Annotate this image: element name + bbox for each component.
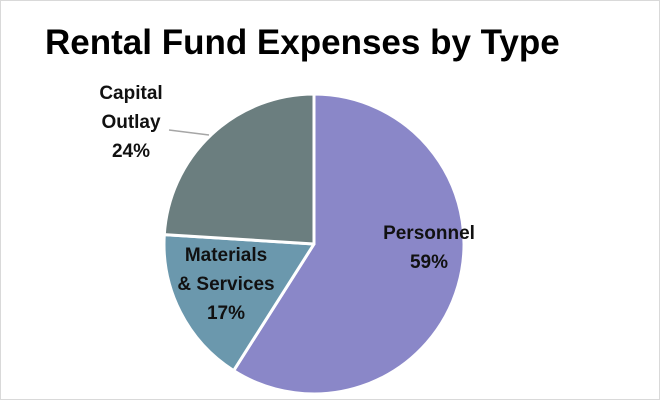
pie-slice-capital-outlay bbox=[162, 92, 316, 246]
pie-slice-materials-services bbox=[162, 233, 316, 373]
pie-slice-personnel bbox=[232, 92, 466, 396]
leader-line bbox=[168, 129, 210, 136]
chart-title: Rental Fund Expenses by Type bbox=[45, 23, 560, 62]
data-label-capital-outlay: Capital Outlay 24% bbox=[99, 83, 162, 162]
data-label-personnel: Personnel 59% bbox=[383, 223, 475, 273]
data-label-materials-services: Materials & Services 17% bbox=[177, 245, 274, 324]
